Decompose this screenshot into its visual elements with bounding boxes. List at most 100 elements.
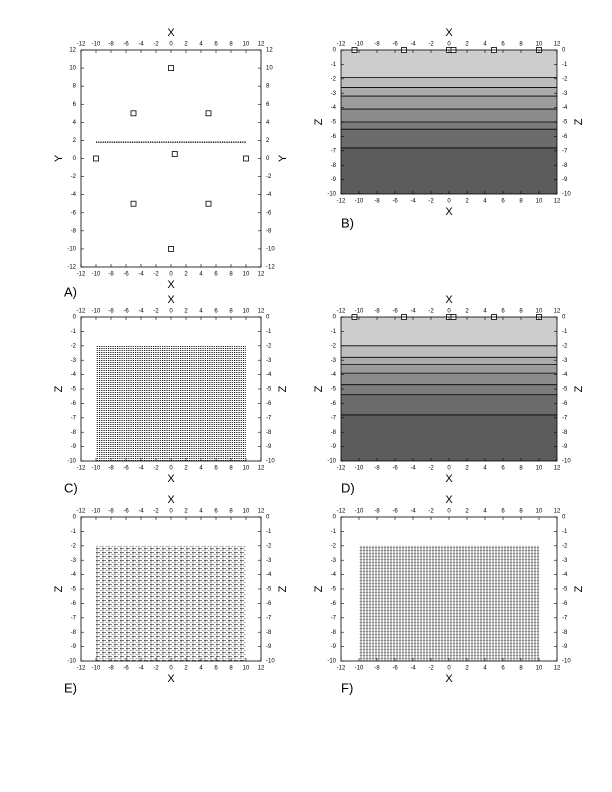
x-tick-label: -8 <box>374 42 380 48</box>
y-tick-label: -12 <box>266 265 275 271</box>
y-tick-label: -6 <box>71 401 77 407</box>
y-tick-label: -3 <box>562 558 568 564</box>
x-tick-label: -6 <box>123 309 129 315</box>
x-tick-label: 8 <box>519 666 523 672</box>
x-tick-label: -4 <box>410 509 416 515</box>
x-axis-title: X <box>445 673 453 685</box>
panel-label: C) <box>64 480 78 495</box>
x-tick-label: 4 <box>199 666 203 672</box>
y-tick-label: -9 <box>71 444 77 450</box>
x-tick-label: -2 <box>153 509 159 515</box>
panel: -12-12-10-10-8-8-6-6-4-4-2-2002244668810… <box>313 27 585 231</box>
y-tick-label: -5 <box>331 120 337 126</box>
panel: -12-12-10-10-8-8-6-6-4-4-2-2002244668810… <box>53 494 289 696</box>
x-tick-label: -2 <box>428 42 434 48</box>
y-tick-label: 0 <box>266 315 270 321</box>
y-axis-title: Z <box>53 385 65 392</box>
x-tick-label: -2 <box>153 666 159 672</box>
x-tick-label: -8 <box>108 272 114 278</box>
y-tick-label: -2 <box>562 543 568 549</box>
y-tick-label: -7 <box>331 415 337 421</box>
x-tick-label: 2 <box>184 42 188 48</box>
x-tick-label: -4 <box>138 42 144 48</box>
y-axis-title: Z <box>573 118 585 125</box>
x-tick-label: -12 <box>337 42 346 48</box>
x-tick-label: 8 <box>519 42 523 48</box>
x-tick-label: 8 <box>519 309 523 315</box>
y-tick-label: -8 <box>266 228 272 234</box>
x-axis-title: X <box>445 473 453 485</box>
panel: -12-12-10-10-8-8-6-6-4-4-2-2002244668810… <box>313 294 585 496</box>
x-tick-label: -10 <box>92 42 101 48</box>
y-tick-label: -1 <box>71 329 77 335</box>
x-tick-label: -2 <box>428 666 434 672</box>
layer <box>341 384 557 395</box>
x-tick-label: 4 <box>199 42 203 48</box>
x-tick-label: -8 <box>108 666 114 672</box>
y-tick-label: 0 <box>562 315 566 321</box>
x-tick-label: 10 <box>243 466 250 472</box>
y-tick-label: -3 <box>71 558 77 564</box>
panel: -12-12-10-10-8-8-6-6-4-4-2-2002244668810… <box>313 494 585 696</box>
y-tick-label: -2 <box>562 343 568 349</box>
x-tick-label: -10 <box>355 309 364 315</box>
y-tick-label: -10 <box>266 246 275 252</box>
x-tick-label: 10 <box>536 309 543 315</box>
y-tick-label: 12 <box>266 48 273 54</box>
x-tick-label: 10 <box>243 666 250 672</box>
x-tick-label: 8 <box>229 309 233 315</box>
y-tick-label: 0 <box>333 515 337 521</box>
y-tick-label: -8 <box>562 163 568 169</box>
y-tick-label: -7 <box>331 148 337 154</box>
y-tick-label: -4 <box>562 572 568 578</box>
y-tick-label: -2 <box>266 543 272 549</box>
y-tick-label: -5 <box>71 387 77 393</box>
x-tick-label: -4 <box>410 42 416 48</box>
y-tick-label: -7 <box>562 415 568 421</box>
x-tick-label: 0 <box>447 466 451 472</box>
y-tick-label: -1 <box>266 529 272 535</box>
panel-label: A) <box>64 284 77 299</box>
x-tick-label: 12 <box>258 466 265 472</box>
y-tick-label: -5 <box>331 587 337 593</box>
x-tick-label: -4 <box>410 309 416 315</box>
y-tick-label: -1 <box>331 329 337 335</box>
y-tick-label: -5 <box>266 387 272 393</box>
layer <box>341 373 557 385</box>
x-tick-label: 6 <box>214 272 218 278</box>
x-tick-label: 0 <box>169 666 173 672</box>
y-tick-label: -5 <box>71 587 77 593</box>
y-tick-label: -3 <box>331 358 337 364</box>
y-tick-label: -4 <box>266 192 272 198</box>
y-tick-label: 0 <box>333 48 337 54</box>
x-tick-label: -4 <box>138 509 144 515</box>
x-tick-label: -2 <box>153 309 159 315</box>
x-tick-label: -10 <box>92 666 101 672</box>
y-tick-label: -9 <box>266 444 272 450</box>
x-tick-label: 10 <box>536 199 543 205</box>
y-tick-label: -5 <box>331 387 337 393</box>
x-tick-label: -12 <box>77 466 86 472</box>
y-tick-label: -1 <box>71 529 77 535</box>
field-region <box>359 545 539 661</box>
point <box>243 155 249 162</box>
x-tick-label: 0 <box>447 199 451 205</box>
y-tick-label: -1 <box>266 329 272 335</box>
x-tick-label: 8 <box>229 42 233 48</box>
y-tick-label: -10 <box>67 459 76 465</box>
x-tick-label: -12 <box>77 666 86 672</box>
field-region <box>96 345 246 461</box>
y-tick-label: -6 <box>331 134 337 140</box>
y-axis-title: Z <box>53 585 65 592</box>
x-axis-title: X <box>167 494 175 506</box>
x-tick-label: 12 <box>554 466 561 472</box>
x-tick-label: 2 <box>465 466 469 472</box>
x-tick-label: 12 <box>258 509 265 515</box>
y-tick-label: -10 <box>266 459 275 465</box>
x-tick-label: -2 <box>153 466 159 472</box>
point <box>93 155 99 162</box>
layer <box>341 317 557 346</box>
y-tick-label: -6 <box>331 601 337 607</box>
x-tick-label: -2 <box>428 466 434 472</box>
y-tick-label: -12 <box>67 265 76 271</box>
